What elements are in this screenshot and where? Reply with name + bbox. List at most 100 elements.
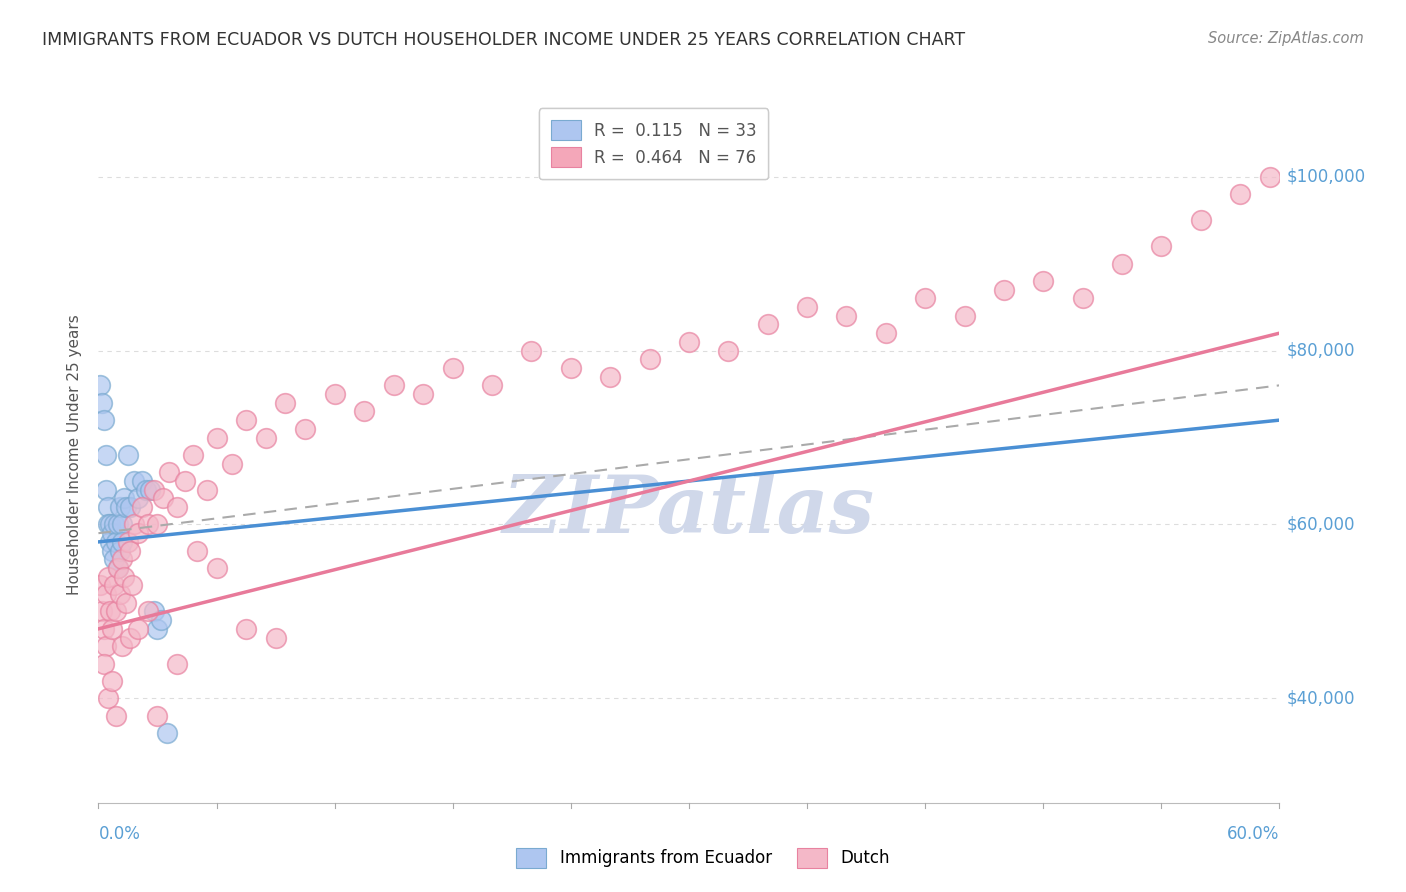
Point: [101, 526, 124, 541]
Point: [115, 500, 138, 515]
Text: $80,000: $80,000: [1286, 342, 1355, 359]
Point: [107, 561, 129, 575]
Point: [235, 413, 257, 427]
Point: [264, 631, 287, 645]
Point: [93, 657, 115, 671]
Point: [103, 552, 125, 566]
Point: [953, 309, 976, 323]
Point: [105, 535, 128, 549]
Point: [205, 431, 228, 445]
Point: [111, 517, 134, 532]
Point: [796, 300, 818, 314]
Point: [274, 396, 297, 410]
Point: [835, 309, 858, 323]
Point: [96, 483, 118, 497]
Point: [101, 543, 124, 558]
Point: [146, 708, 169, 723]
Point: [97, 500, 120, 515]
Text: 0.0%: 0.0%: [98, 825, 141, 843]
Point: [96, 587, 118, 601]
Point: [91, 396, 114, 410]
Point: [131, 474, 153, 488]
Y-axis label: Householder Income Under 25 years: Householder Income Under 25 years: [67, 315, 83, 595]
Point: [166, 500, 188, 515]
Legend: Immigrants from Ecuador, Dutch: Immigrants from Ecuador, Dutch: [510, 841, 896, 875]
Point: [638, 352, 661, 367]
Point: [520, 343, 543, 358]
Point: [108, 587, 131, 601]
Point: [914, 291, 936, 305]
Text: IMMIGRANTS FROM ECUADOR VS DUTCH HOUSEHOLDER INCOME UNDER 25 YEARS CORRELATION C: IMMIGRANTS FROM ECUADOR VS DUTCH HOUSEHO…: [42, 31, 966, 49]
Point: [294, 422, 316, 436]
Point: [993, 283, 1015, 297]
Point: [118, 500, 141, 515]
Point: [136, 605, 159, 619]
Point: [221, 457, 243, 471]
Point: [121, 578, 143, 592]
Point: [142, 605, 165, 619]
Point: [174, 474, 197, 488]
Point: [91, 605, 114, 619]
Point: [93, 413, 115, 427]
Text: $60,000: $60,000: [1286, 516, 1355, 533]
Point: [717, 343, 740, 358]
Point: [353, 404, 375, 418]
Point: [93, 622, 115, 636]
Point: [152, 491, 174, 506]
Point: [105, 605, 128, 619]
Point: [166, 657, 188, 671]
Point: [89, 578, 111, 592]
Point: [97, 517, 120, 532]
Text: $100,000: $100,000: [1286, 168, 1365, 186]
Text: Source: ZipAtlas.com: Source: ZipAtlas.com: [1208, 31, 1364, 46]
Point: [186, 543, 208, 558]
Point: [195, 483, 218, 497]
Point: [96, 639, 118, 653]
Text: $40,000: $40,000: [1286, 690, 1355, 707]
Point: [127, 491, 149, 506]
Point: [118, 543, 141, 558]
Point: [150, 613, 173, 627]
Point: [107, 561, 129, 575]
Point: [135, 483, 157, 497]
Point: [756, 318, 779, 332]
Point: [103, 517, 125, 532]
Point: [117, 448, 139, 462]
Point: [98, 535, 121, 549]
Point: [101, 622, 124, 636]
Legend: R =  0.115   N = 33, R =  0.464   N = 76: R = 0.115 N = 33, R = 0.464 N = 76: [538, 109, 768, 179]
Point: [235, 622, 257, 636]
Point: [112, 491, 135, 506]
Point: [678, 334, 700, 349]
Point: [98, 517, 121, 532]
Point: [1071, 291, 1094, 305]
Point: [97, 570, 120, 584]
Point: [156, 726, 179, 740]
Text: 60.0%: 60.0%: [1227, 825, 1279, 843]
Point: [157, 466, 180, 480]
Point: [142, 483, 165, 497]
Point: [131, 500, 153, 515]
Point: [412, 387, 434, 401]
Point: [112, 570, 135, 584]
Point: [115, 596, 138, 610]
Point: [1258, 169, 1281, 184]
Point: [101, 674, 124, 689]
Point: [1111, 257, 1133, 271]
Point: [1189, 213, 1212, 227]
Point: [127, 622, 149, 636]
Point: [205, 561, 228, 575]
Point: [97, 691, 120, 706]
Point: [111, 535, 134, 549]
Point: [89, 378, 111, 392]
Text: ZIPatlas: ZIPatlas: [503, 472, 875, 549]
Point: [875, 326, 897, 341]
Point: [127, 526, 149, 541]
Point: [118, 631, 141, 645]
Point: [111, 552, 134, 566]
Point: [111, 639, 134, 653]
Point: [254, 431, 277, 445]
Point: [146, 622, 169, 636]
Point: [105, 708, 128, 723]
Point: [599, 369, 621, 384]
